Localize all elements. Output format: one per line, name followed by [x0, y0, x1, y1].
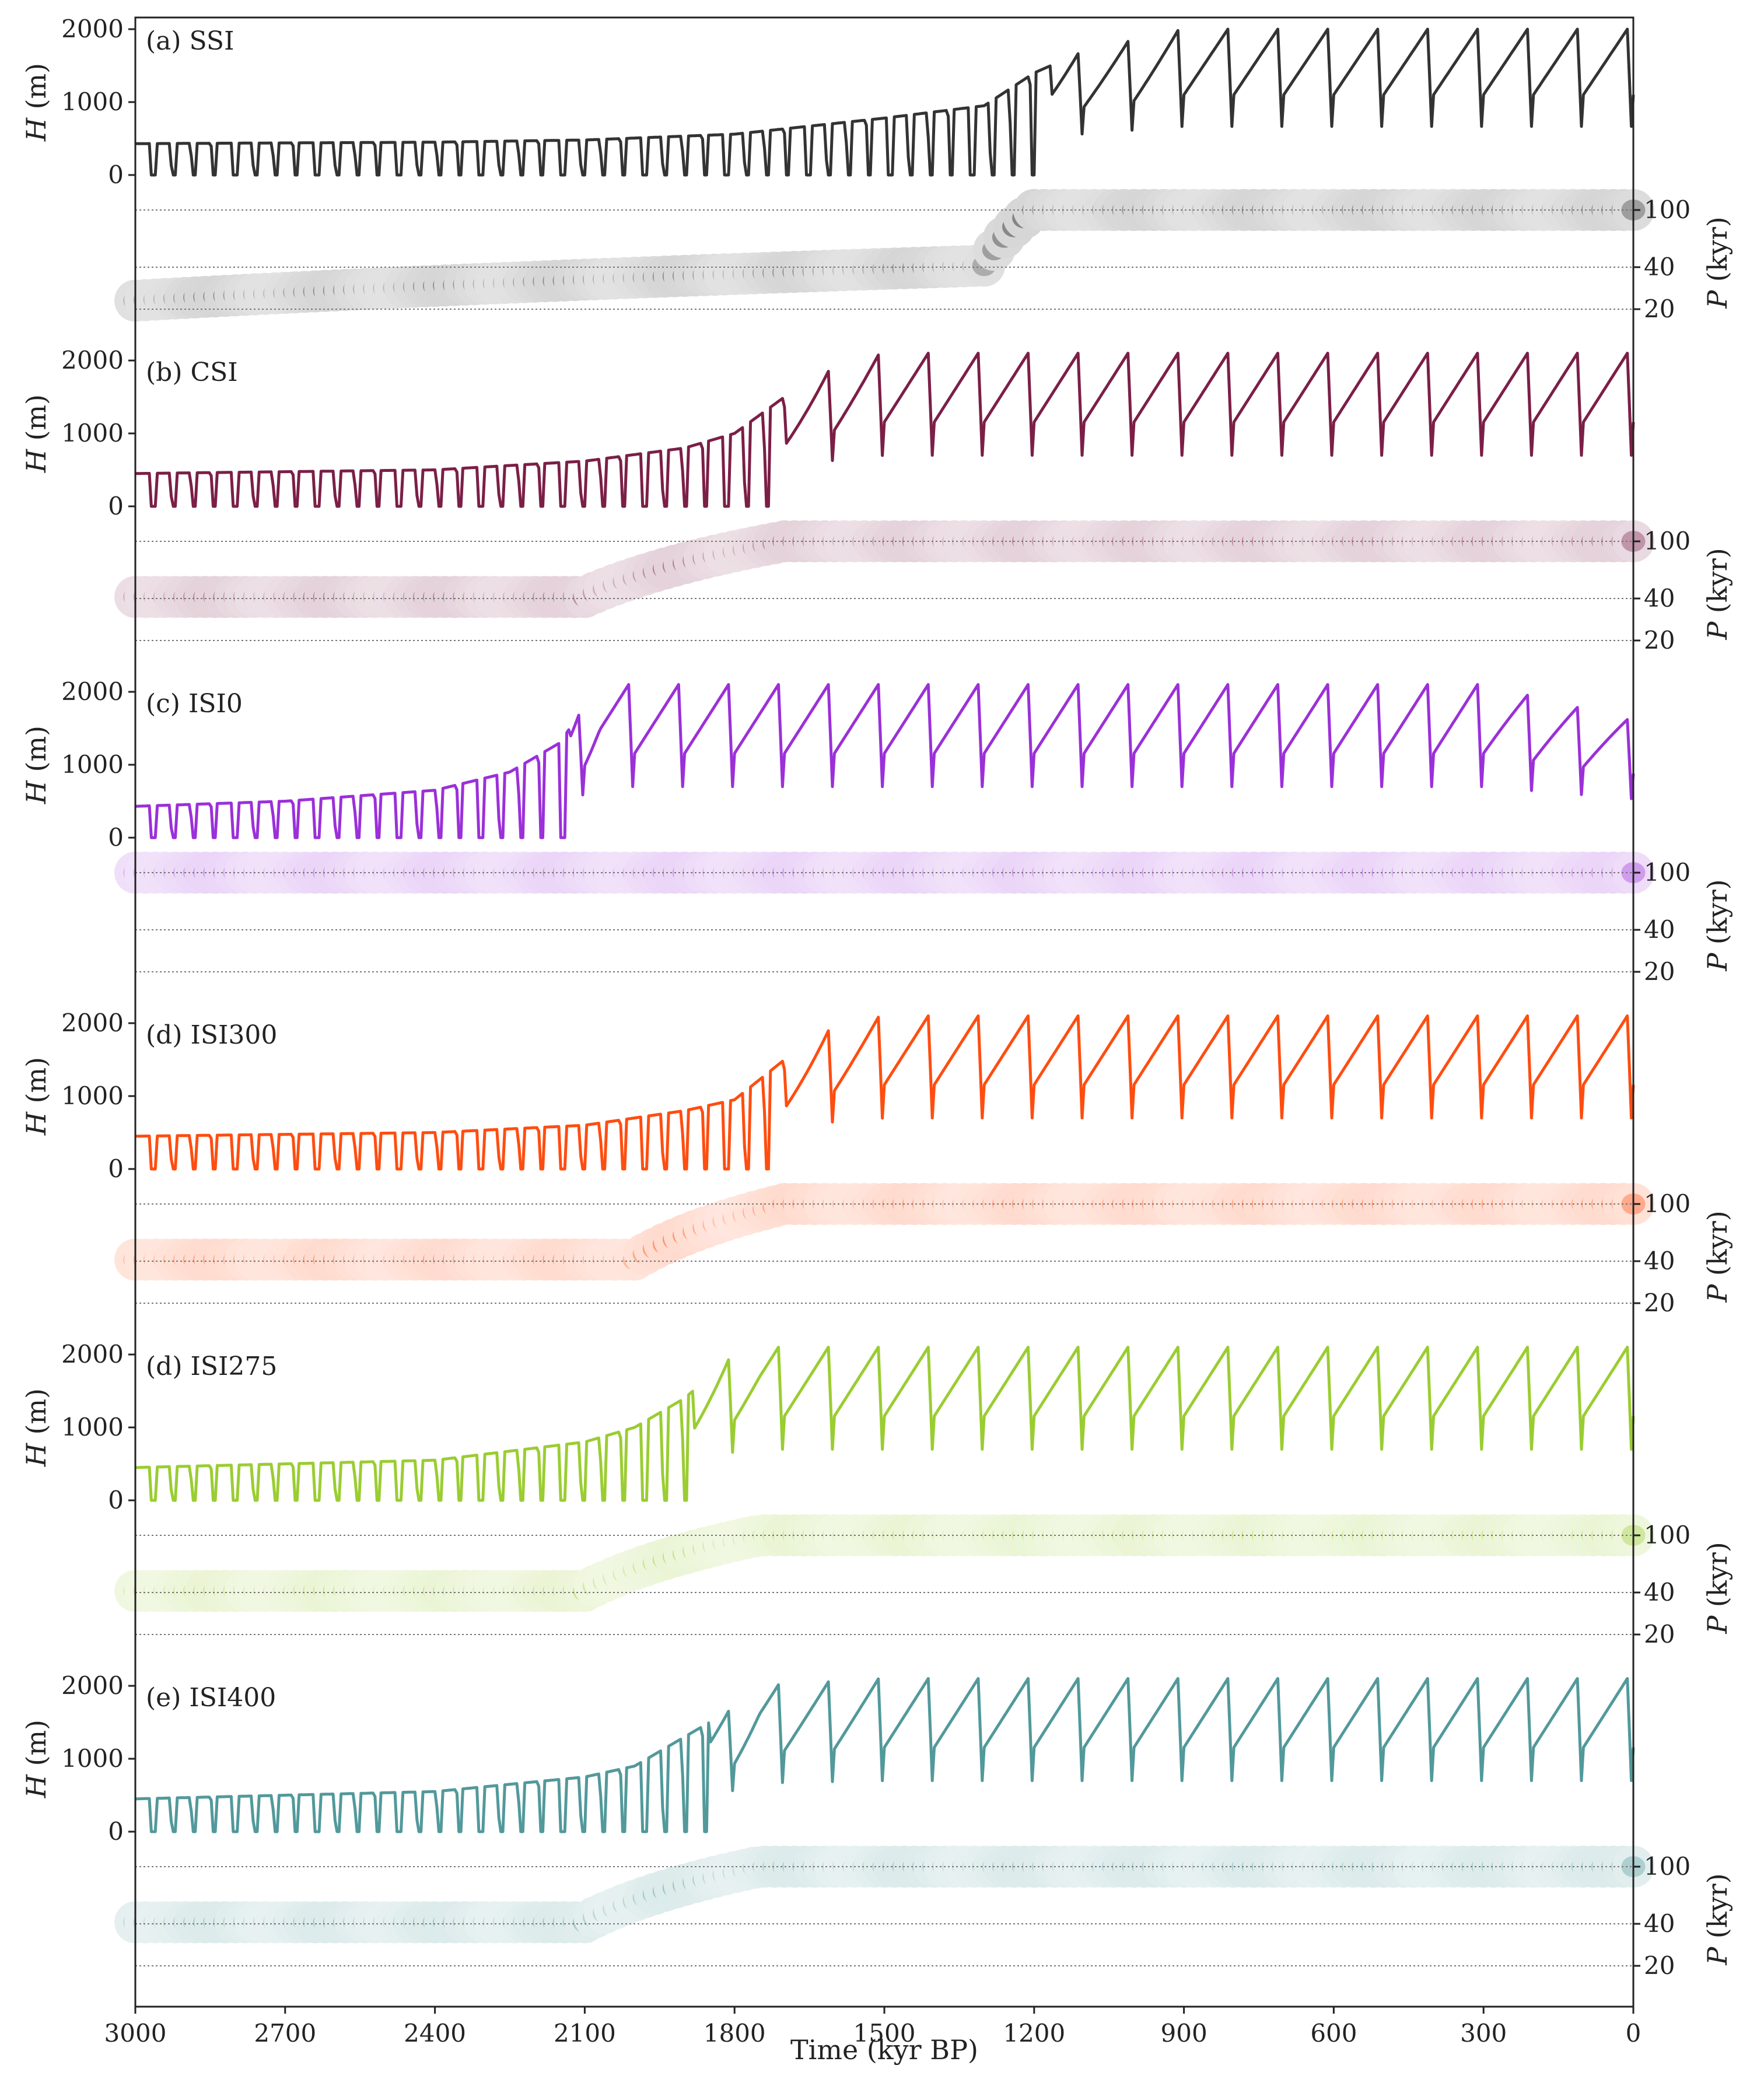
h-tick-0: 0	[108, 492, 124, 520]
p-tick-20: 20	[1644, 1289, 1675, 1317]
h-tick-0: 0	[108, 160, 124, 189]
p-tick-100: 100	[1644, 858, 1690, 887]
x-tick-3000: 3000	[104, 2019, 167, 2048]
x-tick-2400: 2400	[404, 2019, 466, 2048]
p-tick-100: 100	[1644, 527, 1690, 555]
x-tick-1200: 1200	[1003, 2019, 1065, 2048]
ice-volume-line-2	[135, 683, 1635, 839]
p-tick-20: 20	[1644, 957, 1675, 986]
h-tick-2000: 2000	[61, 1340, 124, 1368]
panel-label-1: (b) CSI	[146, 358, 238, 387]
h-tick-2000: 2000	[61, 1671, 124, 1700]
ice-volume-line-4	[135, 1346, 1635, 1502]
h-axis-label: H (m)	[20, 726, 52, 804]
panel-3: 100 40 20 P (kyr) 0 1000 2000 H (m) (d) ISI300	[20, 1009, 1733, 1317]
h-axis-label: H (m)	[20, 1720, 52, 1798]
p-tick-40: 40	[1644, 1578, 1675, 1606]
x-tick-2700: 2700	[254, 2019, 316, 2048]
ice-volume-line-0	[135, 27, 1635, 177]
p-axis-label: P (kyr)	[1702, 1210, 1733, 1303]
p-axis-label: P (kyr)	[1702, 879, 1733, 971]
ice-volume-line-5	[135, 1677, 1635, 1833]
panel-label-4: (d) ISI275	[146, 1352, 277, 1381]
h-tick-1000: 1000	[61, 88, 124, 116]
ice-volume-line-3	[135, 1014, 1635, 1171]
panel-0: 100 40 20 P (kyr) 0 1000 2000 H (m) (a) SSI	[20, 15, 1733, 323]
panel-label-5: (e) ISI400	[146, 1683, 276, 1713]
p-tick-40: 40	[1644, 915, 1675, 944]
h-tick-1000: 1000	[61, 750, 124, 779]
h-tick-0: 0	[108, 1486, 124, 1514]
panel-5: 100 40 20 P (kyr) 0 1000 2000 H (m) (e) ISI400	[20, 1671, 1733, 1980]
p-tick-40: 40	[1644, 253, 1675, 281]
p-tick-20: 20	[1644, 626, 1675, 654]
p-tick-40: 40	[1644, 1247, 1675, 1275]
p-tick-40: 40	[1644, 584, 1675, 612]
x-tick-900: 900	[1161, 2019, 1208, 2048]
h-axis-label: H (m)	[20, 1057, 52, 1136]
panel-label-2: (c) ISI0	[146, 689, 243, 719]
p-axis-label: P (kyr)	[1702, 216, 1733, 309]
spectrum-4: 100 40 20 P (kyr)	[114, 1514, 1733, 1648]
panel-label-0: (a) SSI	[146, 26, 234, 56]
h-tick-0: 0	[108, 1817, 124, 1846]
ice-volume-line-1	[135, 352, 1635, 508]
p-axis-label: P (kyr)	[1702, 1873, 1733, 1965]
h-tick-0: 0	[108, 823, 124, 852]
panel-label-3: (d) ISI300	[146, 1020, 277, 1050]
p-tick-20: 20	[1644, 1620, 1675, 1648]
p-axis-label: P (kyr)	[1702, 1542, 1733, 1634]
p-tick-40: 40	[1644, 1909, 1675, 1938]
p-tick-100: 100	[1644, 1521, 1690, 1549]
x-tick-600: 600	[1310, 2019, 1357, 2048]
h-tick-1000: 1000	[61, 1744, 124, 1773]
h-axis-label: H (m)	[20, 394, 52, 473]
x-tick-0: 0	[1626, 2019, 1642, 2048]
x-axis-label: Time (kyr BP)	[790, 2034, 978, 2066]
spectrum-2: 100 40 20 P (kyr)	[114, 852, 1733, 986]
h-tick-2000: 2000	[61, 346, 124, 374]
h-tick-2000: 2000	[61, 15, 124, 43]
h-tick-2000: 2000	[61, 677, 124, 706]
h-tick-2000: 2000	[61, 1009, 124, 1037]
h-tick-0: 0	[108, 1154, 124, 1183]
p-tick-100: 100	[1644, 1852, 1690, 1881]
h-tick-1000: 1000	[61, 1413, 124, 1441]
p-tick-100: 100	[1644, 1189, 1690, 1218]
panel-1: 100 40 20 P (kyr) 0 1000 2000 H (m) (b) CSI	[20, 346, 1733, 654]
spectrum-1: 100 40 20 P (kyr)	[114, 520, 1733, 654]
p-axis-label: P (kyr)	[1702, 548, 1733, 640]
panel-4: 100 40 20 P (kyr) 0 1000 2000 H (m) (d) ISI275	[20, 1340, 1733, 1648]
x-tick-300: 300	[1460, 2019, 1507, 2048]
x-tick-2100: 2100	[554, 2019, 616, 2048]
panel-2: 100 40 20 P (kyr) 0 1000 2000 H (m) (c) ISI0	[20, 677, 1733, 986]
x-axis: 3000 2700 2400 2100 1800 1500 1200 900 600 300 0	[104, 2007, 1642, 2048]
h-axis-label: H (m)	[20, 1388, 52, 1467]
x-tick-1500: 1500	[853, 2019, 916, 2048]
h-tick-1000: 1000	[61, 419, 124, 447]
h-tick-1000: 1000	[61, 1082, 124, 1110]
x-tick-1800: 1800	[704, 2019, 766, 2048]
spectrum-3: 100 40 20 P (kyr)	[114, 1183, 1733, 1317]
p-tick-20: 20	[1644, 295, 1675, 323]
spectrum-5: 100 40 20 P (kyr)	[114, 1846, 1733, 1980]
h-axis-label: H (m)	[20, 63, 52, 142]
p-tick-20: 20	[1644, 1951, 1675, 1980]
spectrum-0: 100 40 20 P (kyr)	[114, 189, 1733, 323]
p-tick-100: 100	[1644, 195, 1690, 224]
